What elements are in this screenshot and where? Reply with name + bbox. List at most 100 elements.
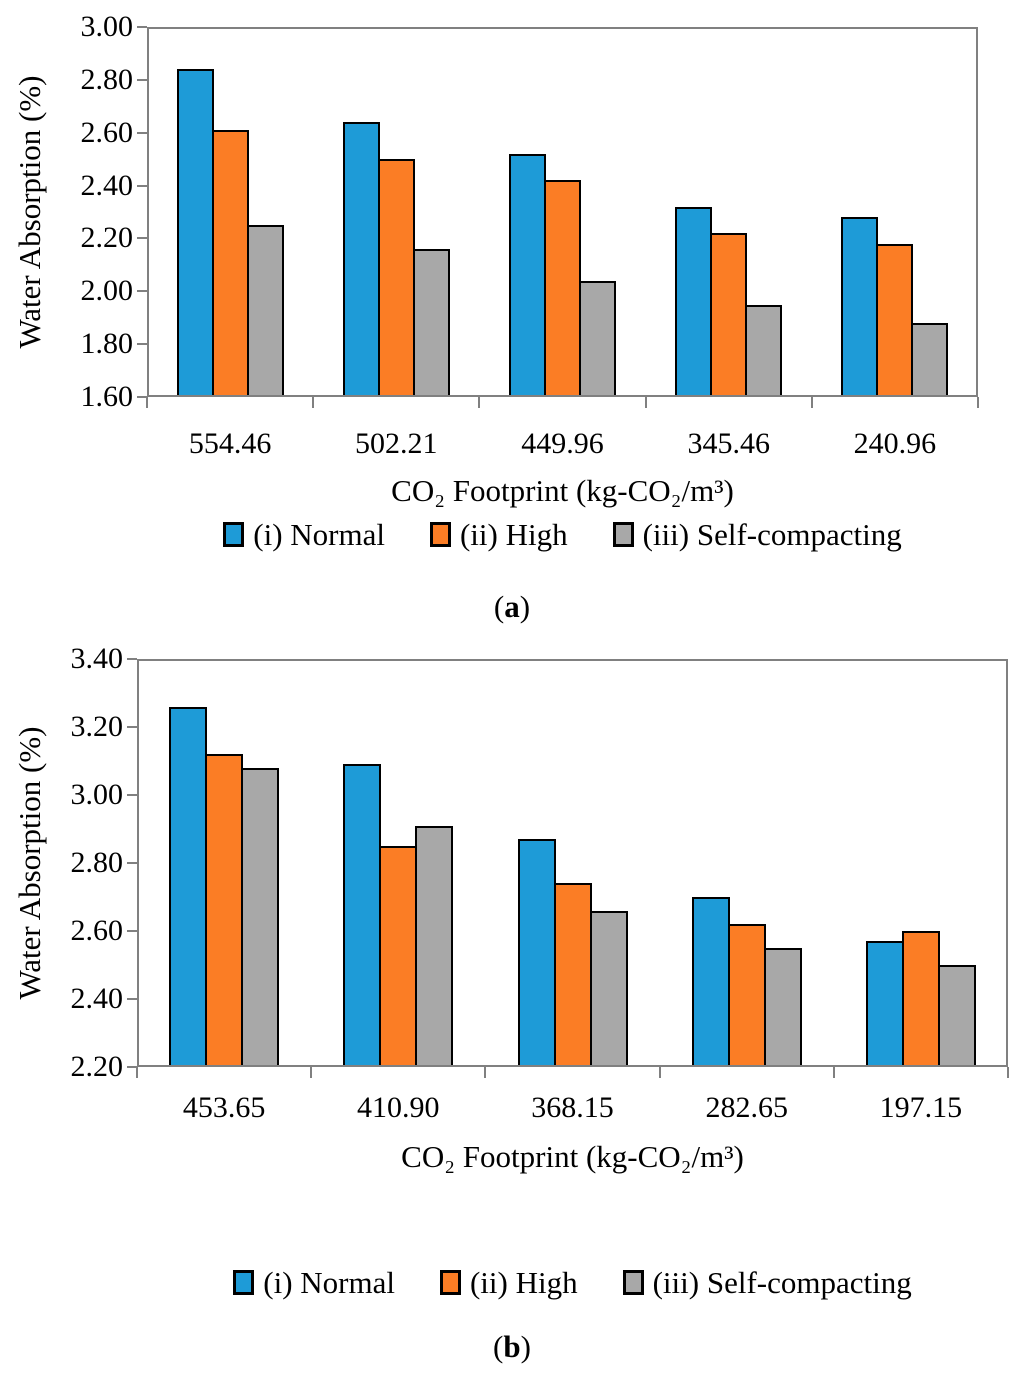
x-tick-mark [832,1067,835,1078]
bar [865,941,904,1067]
y-tick-label: 1.80 [80,327,134,361]
legend-swatch-self-compacting [612,522,634,547]
x-tick-mark [310,1067,313,1078]
bar [579,281,616,397]
legend-item-self-compacting: (iii) Self-compacting [612,517,902,552]
bar [517,839,556,1067]
bar [710,233,748,397]
x-tick-label: 554.46 [188,427,272,460]
y-axis-title: Water Absorption (%) [12,75,47,349]
category-group [147,27,313,397]
y-tick-label: 3.00 [80,10,134,43]
legend-label: (iii) Self-compacting [652,1265,912,1300]
caption-paren: ) [519,589,531,624]
legend-label: (iii) Self-compacting [642,517,902,552]
bar [691,897,730,1067]
bar [911,323,949,397]
bar [544,180,581,397]
caption-paren: ( [493,1329,504,1364]
x-tick-mark [312,397,315,408]
legend-label: (ii) High [459,517,568,552]
x-tick-label: 282.65 [705,1091,788,1124]
x-tick-labels: 554.46 502.21 449.96 345.46 240.96 [147,427,978,461]
bars-layer [137,659,1008,1067]
bar [379,846,418,1067]
bar [509,154,546,397]
caption-letter: a [504,589,520,624]
x-tick-label: 449.96 [521,427,604,460]
legend-swatch-high [439,1270,461,1295]
y-tick-mark [137,396,147,398]
bar [727,924,766,1067]
bar [176,69,214,397]
category-group [137,659,311,1067]
chart-panel-b: Water Absorption (%) 453.65 410.90 368.15 2… [0,640,1024,1379]
x-tick-mark [146,397,148,408]
legend-swatch-normal [223,522,245,547]
bar [589,911,628,1067]
bar [377,159,415,397]
y-tick-mark [137,78,147,81]
bar [876,244,914,397]
bar [415,826,454,1067]
category-group [485,659,659,1067]
x-tick-mark [478,397,481,408]
legend: (i) Normal (ii) High (iii) Self-compacti… [137,1267,1008,1298]
caption-paren: ( [493,589,505,624]
y-tick-label: 3.00 [70,778,124,811]
y-tick-mark [137,184,147,187]
x-tick-label: 197.15 [879,1091,963,1124]
caption-letter: b [503,1329,521,1364]
x-tick-mark [484,1067,487,1078]
y-tick-label: 3.40 [70,642,124,675]
bar [211,130,249,397]
y-tick-mark [127,794,137,796]
panel-caption: (a) [0,589,1024,625]
x-tick-mark [644,397,647,408]
y-tick-label: 2.80 [70,846,124,879]
x-tick-labels: 453.65 410.90 368.15 282.65 197.15 [137,1091,1008,1125]
category-group [646,27,812,397]
category-group [660,659,834,1067]
x-tick-label: 453.65 [182,1091,266,1124]
x-tick-label: 240.96 [853,427,937,460]
y-tick-label: 2.20 [70,1050,124,1083]
y-tick-label: 2.40 [70,982,124,1015]
y-tick-label: 2.20 [80,221,134,255]
y-tick-mark [137,26,147,28]
legend-item-high: (ii) High [429,517,568,552]
caption-paren: ) [520,1329,531,1364]
category-group [311,659,485,1067]
x-tick-label: 410.90 [357,1091,440,1124]
x-tick-mark [136,1067,138,1078]
legend-item-normal: (i) Normal [233,1267,395,1298]
y-tick-label: 3.20 [70,710,124,743]
y-tick-label: 2.00 [80,274,134,308]
y-tick-mark [127,998,137,1000]
legend-item-self-compacting: (iii) Self-compacting [622,1265,912,1300]
bar [343,764,382,1067]
bar [205,754,244,1067]
bar [745,305,783,397]
y-tick-mark [137,290,147,293]
bar [412,249,450,397]
bar [763,948,802,1067]
y-tick-mark [127,658,137,660]
chart-panel-a: Water Absorption (%) 554.46 502.21 449.96 3… [0,0,1024,640]
y-tick-label: 2.60 [70,914,124,947]
x-axis-title: CO₂ Footprint (kg-CO₂/m³) [401,1139,744,1174]
y-tick-mark [127,862,137,864]
category-group [479,27,645,397]
legend-item-normal: (i) Normal [223,519,385,550]
bar [241,768,280,1067]
y-tick-mark [137,131,147,134]
y-tick-mark [137,343,147,346]
bar [675,207,713,397]
legend-label: (i) Normal [263,1265,395,1300]
x-tick-mark [977,397,979,408]
x-tick-mark [810,397,813,408]
bar [937,965,976,1067]
panel-caption: (b) [0,1329,1024,1365]
legend-item-high: (ii) High [439,1267,578,1298]
y-tick-mark [127,726,137,728]
